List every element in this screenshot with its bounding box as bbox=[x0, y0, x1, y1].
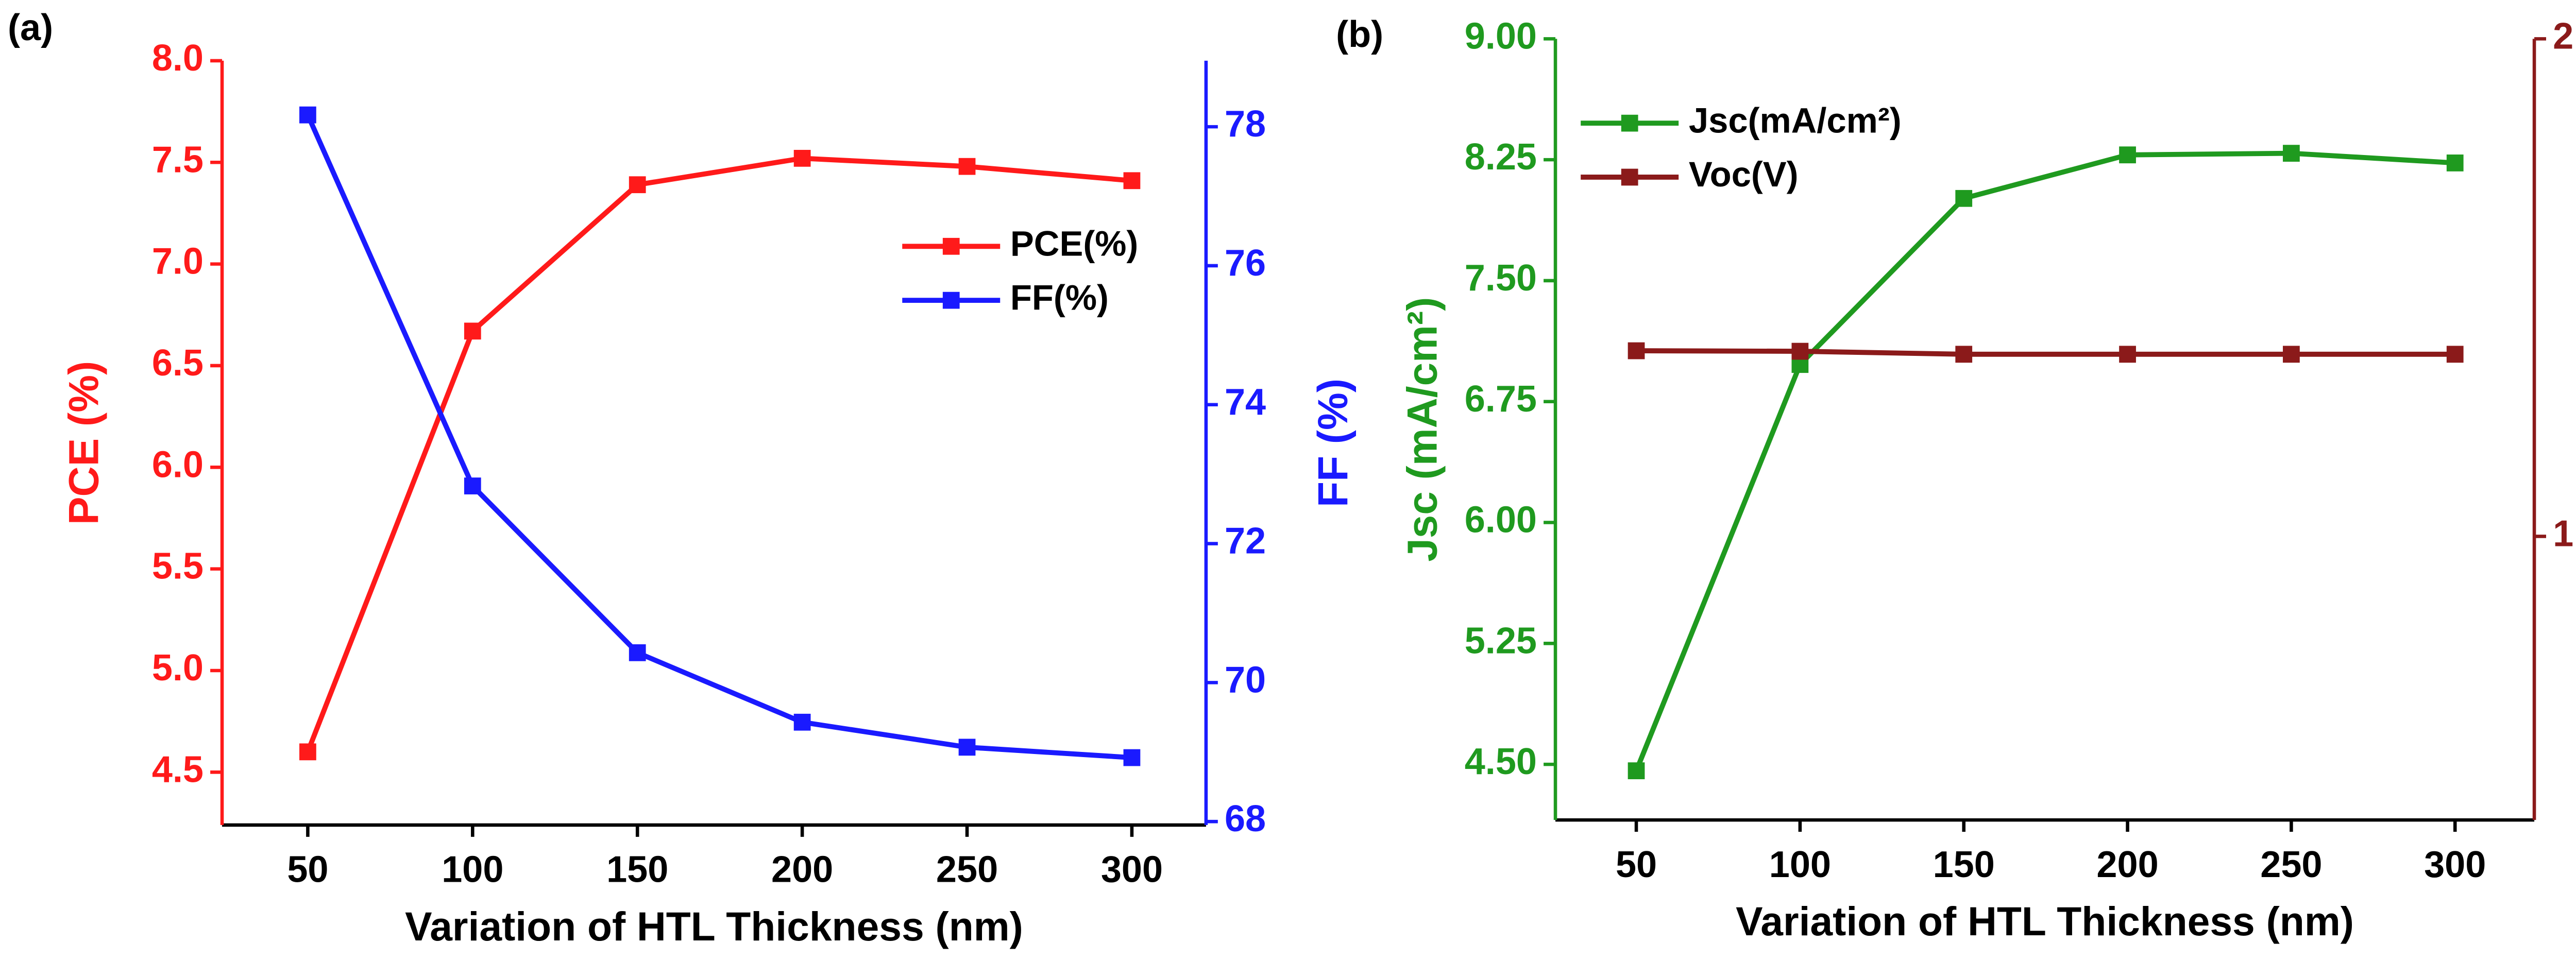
y-tick-label: 4.50 bbox=[1465, 741, 1537, 782]
data-point bbox=[464, 477, 481, 494]
x-tick-label: 50 bbox=[1616, 844, 1657, 885]
x-tick-label: 250 bbox=[936, 849, 998, 890]
x-tick-label: 150 bbox=[606, 849, 668, 890]
data-point bbox=[958, 739, 976, 756]
data-point bbox=[2446, 346, 2464, 363]
series-line bbox=[305, 156, 1132, 753]
panel-label: (b) bbox=[1336, 14, 1383, 55]
data-point bbox=[299, 106, 316, 124]
y-tick-label: 6.75 bbox=[1465, 379, 1537, 420]
x-tick-label: 250 bbox=[2260, 844, 2322, 885]
panel-label: (a) bbox=[8, 7, 53, 48]
data-point bbox=[629, 644, 646, 661]
data-point bbox=[1628, 762, 1645, 779]
series-line bbox=[1634, 150, 2455, 772]
data-point bbox=[299, 743, 316, 761]
legend-marker bbox=[942, 237, 960, 255]
y-tick-label: 6.5 bbox=[152, 342, 204, 384]
y2-tick-label: 2 bbox=[2553, 15, 2573, 57]
data-point bbox=[793, 713, 811, 731]
y-tick-label: 7.5 bbox=[152, 139, 204, 180]
y-tick-label: 6.0 bbox=[152, 444, 204, 485]
x-axis-title: Variation of HTL Thickness (nm) bbox=[1736, 899, 2354, 944]
y-tick-label: 5.0 bbox=[152, 647, 204, 689]
legend-marker bbox=[1621, 168, 1638, 186]
data-point bbox=[464, 322, 481, 340]
y-tick-label: 8.25 bbox=[1465, 136, 1537, 178]
y-tick-label: 9.00 bbox=[1465, 15, 1537, 57]
data-point bbox=[1955, 346, 1973, 363]
legend-marker bbox=[942, 292, 960, 309]
data-point bbox=[2119, 146, 2136, 164]
y-tick-label: 6.00 bbox=[1465, 500, 1537, 541]
x-tick-label: 200 bbox=[771, 849, 833, 890]
legend-label: FF(%) bbox=[1010, 278, 1109, 317]
y2-tick-label: 76 bbox=[1225, 243, 1266, 284]
y-tick-label: 7.0 bbox=[152, 241, 204, 282]
x-tick-label: 100 bbox=[1769, 844, 1831, 885]
x-axis-title: Variation of HTL Thickness (nm) bbox=[405, 904, 1023, 949]
x-tick-label: 300 bbox=[1101, 849, 1163, 890]
data-point bbox=[2119, 346, 2136, 363]
y-axis-title: PCE (%) bbox=[61, 361, 108, 525]
x-tick-label: 100 bbox=[442, 849, 503, 890]
legend-label: Jsc(mA/cm²) bbox=[1689, 100, 1902, 140]
y2-tick-label: 1 bbox=[2553, 513, 2573, 554]
legend-label: Voc(V) bbox=[1689, 155, 1799, 194]
y-tick-label: 5.25 bbox=[1465, 620, 1537, 661]
y2-tick-label: 74 bbox=[1225, 382, 1266, 423]
y2-tick-label: 68 bbox=[1225, 798, 1266, 839]
data-point bbox=[2283, 145, 2300, 162]
data-point bbox=[793, 149, 811, 167]
y-tick-label: 5.5 bbox=[152, 546, 204, 587]
data-point bbox=[1123, 172, 1141, 190]
data-point bbox=[958, 158, 976, 175]
legend-label: PCE(%) bbox=[1010, 224, 1138, 263]
y-tick-label: 4.5 bbox=[152, 749, 204, 790]
y-axis-title: Jsc (mA/cm²) bbox=[1399, 297, 1446, 562]
legend-marker bbox=[1621, 114, 1638, 132]
data-point bbox=[1123, 749, 1141, 766]
data-point bbox=[2283, 346, 2300, 363]
x-tick-label: 150 bbox=[1933, 844, 1995, 885]
data-point bbox=[629, 176, 646, 194]
data-point bbox=[1628, 342, 1645, 359]
y-tick-label: 8.0 bbox=[152, 38, 204, 79]
y-tick-label: 7.50 bbox=[1465, 258, 1537, 299]
y2-tick-label: 72 bbox=[1225, 521, 1266, 562]
x-tick-label: 200 bbox=[2096, 844, 2158, 885]
y2-tick-label: 70 bbox=[1225, 659, 1266, 700]
series-line bbox=[1636, 348, 2455, 357]
x-tick-label: 50 bbox=[287, 849, 328, 890]
y2-tick-label: 78 bbox=[1225, 104, 1266, 145]
series-line bbox=[305, 114, 1132, 760]
y2-axis-title: FF (%) bbox=[1310, 379, 1357, 507]
x-tick-label: 300 bbox=[2424, 844, 2486, 885]
data-point bbox=[1791, 342, 1809, 360]
data-point bbox=[2446, 155, 2464, 172]
data-point bbox=[1955, 190, 1973, 207]
